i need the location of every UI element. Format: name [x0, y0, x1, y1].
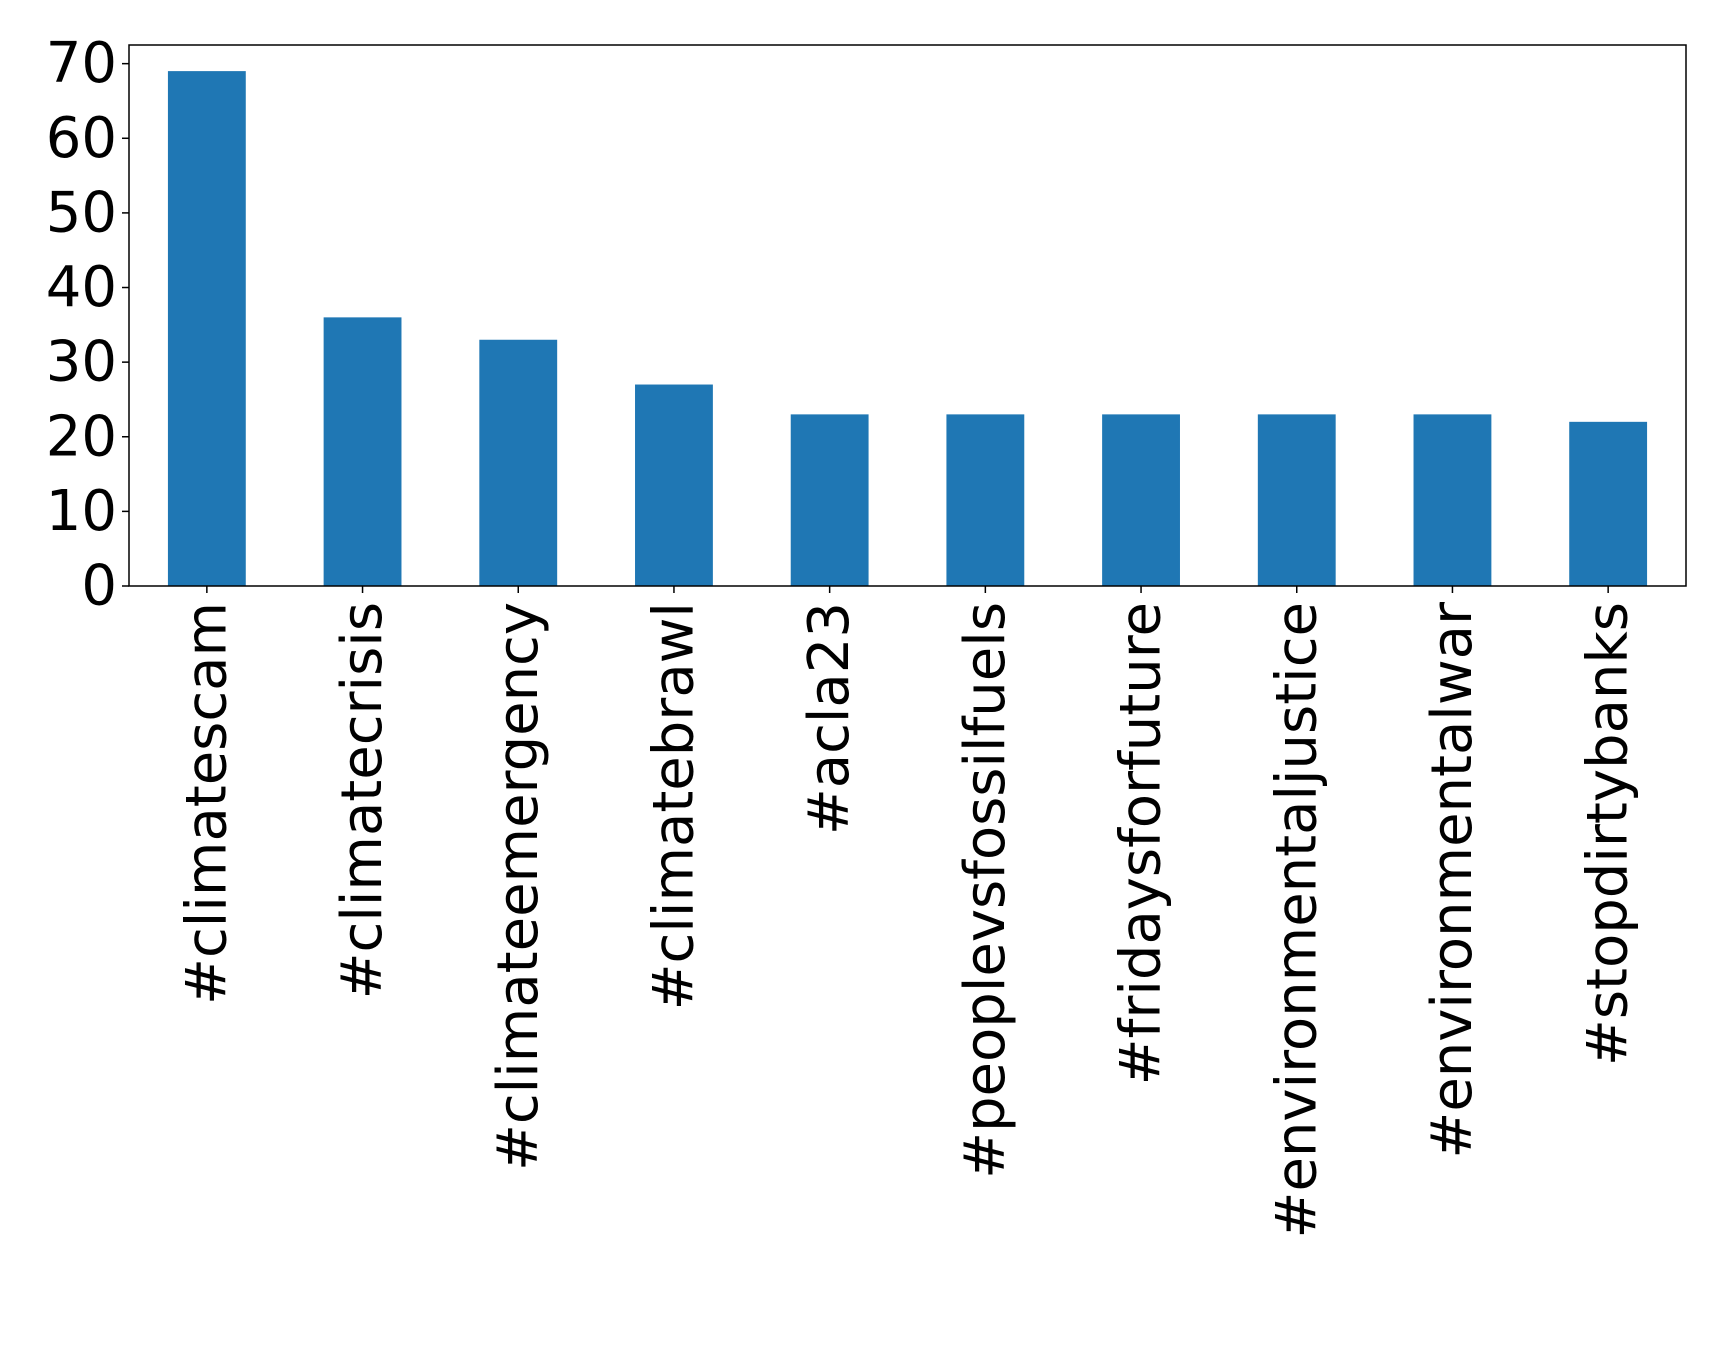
x-tick-label-6: #fridaysforfuture — [1109, 602, 1174, 1085]
x-tick-label-1: #climatecrisis — [330, 602, 395, 999]
bar-8 — [1413, 414, 1492, 586]
bar-2 — [479, 339, 558, 586]
x-tick-label-9: #stopdirtybanks — [1576, 602, 1641, 1066]
x-tick-label-8: #environmentalwar — [1420, 601, 1485, 1159]
y-tick-label-7: 70 — [46, 31, 117, 96]
x-tick-label-3: #climatebrawl — [641, 602, 706, 1010]
y-axis: 0 10 20 30 40 50 60 70 — [46, 31, 129, 619]
bar-9 — [1569, 421, 1648, 586]
bar-6 — [1102, 414, 1180, 586]
bar-4 — [790, 414, 869, 586]
x-axis: #climatescam #climatecrisis #climateemerge… — [174, 586, 1641, 1238]
x-tick-label-4: #acla23 — [797, 602, 862, 835]
bar-7 — [1257, 414, 1336, 586]
y-tick-label-4: 40 — [46, 255, 117, 320]
bar-0 — [167, 71, 246, 586]
plot-frame — [128, 44, 1687, 587]
bar-5 — [946, 414, 1025, 586]
bar-1 — [323, 317, 402, 586]
x-tick-label-7: #environmentaljustice — [1264, 602, 1329, 1238]
y-tick-label-1: 10 — [46, 479, 117, 544]
y-tick-label-2: 20 — [46, 404, 117, 469]
x-tick-label-5: #peoplevsfossilfuels — [953, 602, 1018, 1179]
x-tick-label-2: #climateemergency — [486, 602, 551, 1171]
y-tick-label-6: 60 — [46, 106, 117, 171]
y-tick-label-3: 30 — [46, 330, 117, 395]
bars-layer — [167, 71, 1648, 586]
bar-3 — [635, 384, 713, 586]
y-tick-label-5: 50 — [46, 180, 117, 245]
y-tick-label-0: 0 — [81, 554, 117, 619]
x-tick-label-0: #climatescam — [174, 602, 239, 1005]
